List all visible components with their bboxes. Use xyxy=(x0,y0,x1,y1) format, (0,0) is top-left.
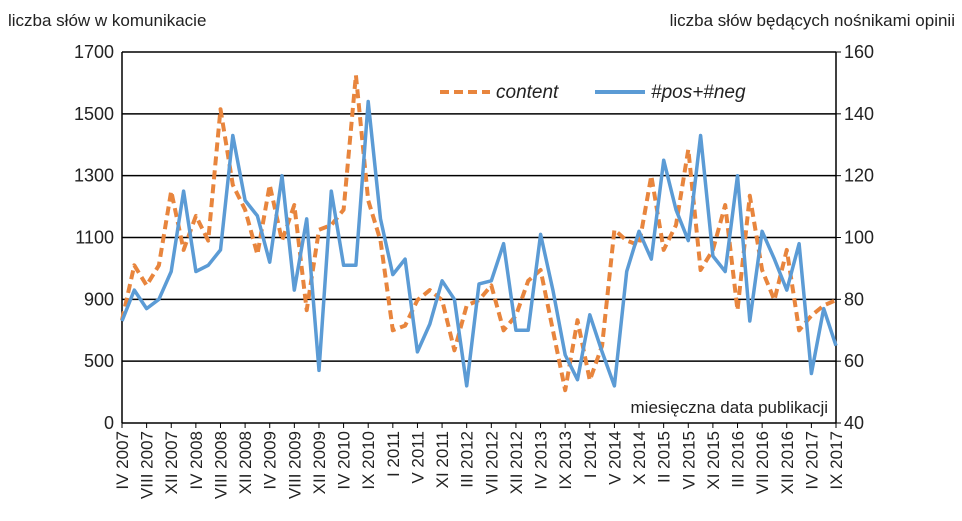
x-tick-label: IX 2017 xyxy=(827,431,846,490)
x-tick-label: VI 2015 xyxy=(679,431,698,490)
y2-tick-label: 40 xyxy=(844,413,864,433)
x-tick-label: IV 2007 xyxy=(113,431,132,490)
x-tick-label: XII 2008 xyxy=(236,431,255,494)
x-tick-label: IV 2013 xyxy=(532,431,551,490)
x-tick-label: IX 2010 xyxy=(359,431,378,490)
y2-axis-title: liczba słów będących nośnikami opinii xyxy=(670,11,955,30)
x-tick-label: IV 2017 xyxy=(802,431,821,490)
x-tick-label: IX 2013 xyxy=(556,431,575,490)
x-tick-label: I 2011 xyxy=(384,431,403,477)
x-tick-label: VIII 2009 xyxy=(285,431,304,499)
x-tick-label: XI 2011 xyxy=(433,431,452,488)
y-tick-label: 1700 xyxy=(74,42,114,62)
legend-label: #pos+#neg xyxy=(651,82,746,103)
x-tick-label: XII 2012 xyxy=(507,431,526,494)
y-tick-label: 1300 xyxy=(74,166,114,186)
y2-tick-label: 60 xyxy=(844,351,864,371)
x-tick-label: V 2011 xyxy=(408,431,427,484)
series-line xyxy=(120,99,838,388)
x-tick-label: V 2014 xyxy=(605,431,624,485)
x-tick-label: IV 2010 xyxy=(335,431,354,490)
y2-tick-label: 120 xyxy=(844,166,874,186)
y2-tick-label: 160 xyxy=(844,42,874,62)
y-axis-title: liczba słów w komunikacie xyxy=(8,11,206,30)
y-tick-label: 500 xyxy=(84,351,114,371)
x-tick-label: VIII 2008 xyxy=(211,431,230,499)
x-tick-label: IV 2008 xyxy=(187,431,206,490)
y2-tick-label: 140 xyxy=(844,104,874,124)
series-line xyxy=(120,73,837,393)
annotation: miesięczna data publikacji xyxy=(631,398,829,417)
y-tick-label: 1500 xyxy=(74,104,114,124)
y-tick-label: 900 xyxy=(84,289,114,309)
x-tick-label: III 2012 xyxy=(458,431,477,488)
legend-label: content xyxy=(496,82,559,103)
x-tick-label: I 2014 xyxy=(581,431,600,478)
x-tick-label: III 2016 xyxy=(729,431,748,488)
y2-tick-label: 100 xyxy=(844,228,874,248)
x-tick-label: VII 2012 xyxy=(482,431,501,494)
x-tick-label: VIII 2007 xyxy=(138,431,157,499)
x-tick-label: II 2015 xyxy=(655,431,674,483)
y2-tick-label: 80 xyxy=(844,289,864,309)
y-tick-label: 0 xyxy=(104,413,114,433)
x-tick-label: XII 2007 xyxy=(162,431,181,494)
x-tick-label: X 2014 xyxy=(630,431,649,485)
x-tick-label: IV 2009 xyxy=(261,431,280,490)
y-tick-label: 1100 xyxy=(75,228,114,248)
x-tick-label: VII 2016 xyxy=(753,431,772,494)
x-tick-label: XII 2009 xyxy=(310,431,329,494)
x-tick-label: XII 2016 xyxy=(778,431,797,494)
x-tick-label: XI 2015 xyxy=(704,431,723,490)
